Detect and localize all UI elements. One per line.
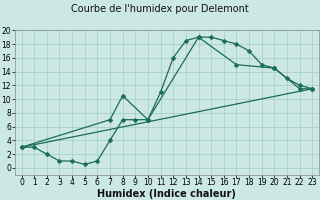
Text: Courbe de l'humidex pour Delemont: Courbe de l'humidex pour Delemont — [71, 4, 249, 14]
X-axis label: Humidex (Indice chaleur): Humidex (Indice chaleur) — [98, 189, 236, 199]
